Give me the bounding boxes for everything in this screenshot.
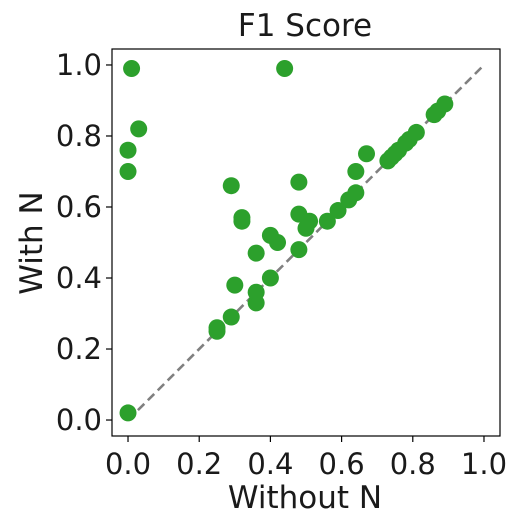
scatter-point xyxy=(290,241,308,259)
scatter-point xyxy=(247,244,265,262)
x-tick-label: 0.2 xyxy=(176,447,222,481)
scatter-point xyxy=(347,184,365,202)
scatter-point xyxy=(347,162,365,180)
x-tick-label: 0.0 xyxy=(105,447,151,481)
scatter-point xyxy=(436,95,454,113)
y-axis-ticks: 0.0 0.2 0.4 0.6 0.8 1.0 xyxy=(56,48,112,437)
scatter-point xyxy=(329,202,347,220)
scatter-point xyxy=(123,60,141,78)
chart-title: F1 Score xyxy=(238,8,372,44)
scatter-point xyxy=(208,319,226,337)
scatter-point xyxy=(247,283,265,301)
plot-area xyxy=(119,60,485,422)
scatter-point xyxy=(119,162,137,180)
scatter-point xyxy=(358,145,376,163)
y-tick-label: 0.6 xyxy=(56,190,102,224)
scatter-point xyxy=(318,212,336,230)
scatter-point xyxy=(119,141,137,159)
scatter-point xyxy=(226,276,244,294)
scatter-point xyxy=(269,234,287,251)
scatter-point xyxy=(222,308,240,326)
y-tick-label: 1.0 xyxy=(56,48,102,82)
x-axis-ticks: 0.0 0.2 0.4 0.6 0.8 1.0 xyxy=(105,436,507,481)
y-tick-label: 0.2 xyxy=(56,332,102,366)
scatter-point xyxy=(261,269,279,287)
y-tick-label: 0.0 xyxy=(56,403,102,437)
plot-frame xyxy=(111,48,501,437)
x-tick-label: 0.4 xyxy=(247,447,293,481)
y-axis-label: With N xyxy=(14,191,50,294)
x-tick-label: 0.8 xyxy=(390,447,436,481)
scatter-point xyxy=(301,212,319,230)
scatter-point xyxy=(276,60,294,78)
scatter-point xyxy=(119,404,137,422)
y-tick-label: 0.4 xyxy=(56,261,102,295)
y-tick-label: 0.8 xyxy=(56,119,102,153)
x-axis-label: Without N xyxy=(228,480,382,516)
x-tick-label: 1.0 xyxy=(461,447,507,481)
scatter-point xyxy=(407,123,425,141)
scatter-point xyxy=(130,120,148,138)
scatter-point xyxy=(222,177,240,195)
scatter-point xyxy=(290,173,308,191)
scatter-point xyxy=(233,209,251,227)
x-tick-label: 0.6 xyxy=(319,447,365,481)
